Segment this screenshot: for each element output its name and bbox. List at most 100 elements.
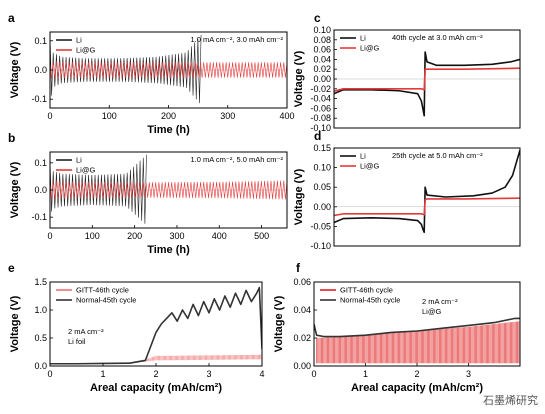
y-tick-label-f: 0.04 <box>293 305 311 315</box>
y-tick-label-d: -0.05 <box>310 221 331 231</box>
panel-label-c: c <box>314 11 321 25</box>
x-axis-label-f: Areal capacity (mAh/cm²) <box>351 382 483 394</box>
plot-area-f <box>314 317 520 364</box>
x-tick-label-e: 2 <box>153 369 158 379</box>
series-c-li <box>334 51 520 117</box>
y-tick-label-c: -0.04 <box>310 94 331 104</box>
legend-label-b: Li@G <box>76 166 95 175</box>
series-a-li-g <box>50 61 287 79</box>
y-tick-label-b: 0.0 <box>34 185 47 195</box>
x-tick-label-f: 3 <box>466 369 471 379</box>
x-tick-label-b: 300 <box>169 231 184 241</box>
legend-label-f: GITT-46th cycle <box>340 286 393 295</box>
watermark: 石墨烯研究 <box>483 393 538 407</box>
y-tick-label-c: 0.00 <box>313 74 331 84</box>
y-tick-label-d: 0.15 <box>313 143 331 153</box>
annotation-a: 1.0 mA cm⁻², 3.0 mAh cm⁻² <box>190 35 283 44</box>
x-tick-label-e: 1 <box>100 369 105 379</box>
x-tick-label-b: 500 <box>254 231 269 241</box>
y-axis-label-c: Voltage (V) <box>293 50 305 107</box>
x-tick-label-a: 0 <box>47 111 52 121</box>
series-b-li <box>50 154 147 224</box>
panel-label-e: e <box>8 261 15 275</box>
x-tick-label-b: 100 <box>85 231 100 241</box>
panel-e: 0.0 0.5 1.0 1.5 0 1 2 3 4 Areal capacity (mAh/cm²… <box>8 261 265 394</box>
x-tick-label-b: 0 <box>47 231 52 241</box>
series-d-li-g <box>334 197 520 217</box>
x-tick-label-b: 400 <box>212 231 227 241</box>
annotation-e: 2 mA cm⁻² <box>68 327 104 336</box>
x-tick-label-e: 0 <box>47 369 52 379</box>
x-axis-label-e: Areal capacity (mAh/cm²) <box>90 382 222 394</box>
y-axis-label-e: Voltage (V) <box>9 295 21 352</box>
y-tick-label-c: 0.04 <box>313 54 331 64</box>
panel-label-a: a <box>8 11 15 25</box>
y-tick-label-c: 0.06 <box>313 45 331 55</box>
y-tick-label-e: 0.5 <box>34 333 47 343</box>
x-tick-label-f: 0 <box>311 369 316 379</box>
panel-a: -0.1 0.0 0.1 0 100 200 300 400 Time (h) Voltage (… <box>8 11 295 136</box>
legend-label-d: Li <box>360 152 366 161</box>
series-e-normal-45th-cycle <box>50 286 262 365</box>
plot-area-c <box>334 51 520 117</box>
y-tick-label-d: 0.00 <box>313 202 331 212</box>
panel-d: -0.10 -0.05 0.00 0.05 0.10 0.15 Voltage (V) d Li… <box>293 129 521 251</box>
x-axis-label-b: Time (h) <box>147 244 190 256</box>
y-axis-label-b: Voltage (V) <box>9 161 21 218</box>
x-axis-label-a: Time (h) <box>147 124 190 136</box>
y-tick-label-c: -0.02 <box>310 84 331 94</box>
y-tick-label-f: 0.06 <box>293 277 311 287</box>
series-f-normal-45th-cycle <box>314 317 520 338</box>
x-tick-label-f: 1 <box>363 369 368 379</box>
x-tick-label-a: 200 <box>161 111 176 121</box>
series-e-gitt-46th-cycle <box>130 354 262 363</box>
y-tick-label-e: 1.5 <box>34 277 47 287</box>
legend-label-e: GITT-46th cycle <box>76 286 129 295</box>
y-tick-label-e: 1.0 <box>34 305 47 315</box>
legend-label-e: Normal-45th cycle <box>76 296 136 305</box>
x-tick-label-e: 3 <box>206 369 211 379</box>
y-tick-label-b: 0.1 <box>34 158 47 168</box>
y-tick-label-c: 0.10 <box>313 25 331 35</box>
y-tick-label-a: -0.1 <box>31 94 47 104</box>
x-tick-label-e: 4 <box>259 369 264 379</box>
plot-area-b <box>50 154 287 224</box>
legend-label-a: Li <box>76 36 82 45</box>
series-f-gitt-46th-cycle <box>316 321 520 364</box>
legend-label-b: Li <box>76 156 82 165</box>
plot-area-a <box>50 34 287 104</box>
y-tick-label-d: 0.05 <box>313 182 331 192</box>
y-axis-label-f: Voltage (V) <box>273 295 285 352</box>
y-tick-label-d: -0.10 <box>310 241 331 251</box>
axes-frame-d <box>333 147 521 247</box>
x-tick-label-a: 300 <box>220 111 235 121</box>
y-tick-label-c: 0.08 <box>313 35 331 45</box>
y-tick-label-f: 0.02 <box>293 333 311 343</box>
panel-c: -0.10-0.08-0.06-0.04-0.020.000.020.040.0… <box>293 11 521 133</box>
annotation-f: 2 mA cm⁻² <box>422 297 458 306</box>
annotation-2-f: Li@G <box>422 307 441 316</box>
annotation-c: 40th cycle at 3.0 mAh cm⁻² <box>392 33 483 42</box>
x-tick-label-a: 100 <box>102 111 117 121</box>
x-tick-label-b: 200 <box>127 231 142 241</box>
y-tick-label-c: -0.06 <box>310 103 331 113</box>
series-a-li <box>50 34 202 104</box>
plot-area-e <box>50 286 262 365</box>
annotation-b: 1.0 mA cm⁻², 5.0 mAh cm⁻² <box>190 155 283 164</box>
panel-label-f: f <box>296 261 301 275</box>
legend-label-f: Normal-45th cycle <box>340 296 400 305</box>
plot-area-d <box>334 149 520 234</box>
y-tick-label-d: 0.10 <box>313 163 331 173</box>
legend-label-c: Li@G <box>360 44 379 53</box>
y-tick-label-a: 0.0 <box>34 65 47 75</box>
annotation-d: 25th cycle at 5.0 mAh cm⁻² <box>392 151 483 160</box>
y-tick-label-c: -0.10 <box>310 123 331 133</box>
x-tick-label-a: 400 <box>279 111 294 121</box>
panel-b: -0.1 0.0 0.1 0 100 200 300 400 500 Time (h) Voltag… <box>8 131 288 256</box>
legend-label-c: Li <box>360 34 366 43</box>
legend-label-a: Li@G <box>76 46 95 55</box>
y-tick-label-e: 0.0 <box>34 361 47 371</box>
series-c-li-g <box>334 67 520 93</box>
